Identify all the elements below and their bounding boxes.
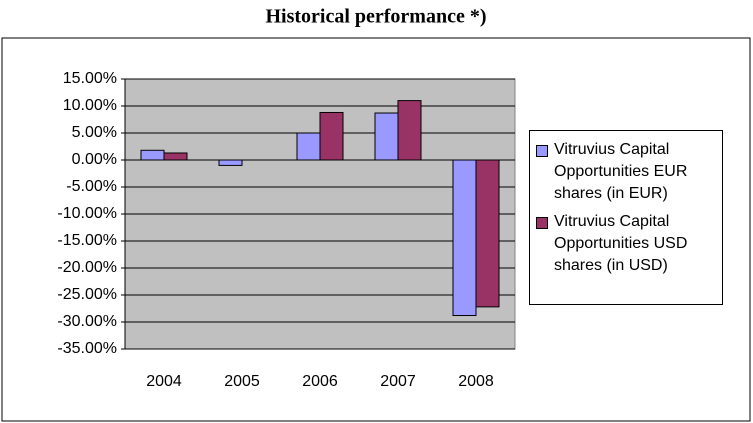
y-tick-label: 10.00%	[63, 97, 117, 114]
bar	[319, 111, 344, 161]
legend-entry: Vitruvius Capital Opportunities USD shar…	[536, 211, 718, 277]
x-tick-label: 2004	[146, 373, 182, 390]
bar	[163, 152, 188, 161]
legend-label: Vitruvius Capital Opportunities USD shar…	[554, 213, 688, 274]
bar	[296, 132, 321, 161]
legend-swatch	[536, 217, 548, 229]
x-tick-label: 2005	[224, 373, 260, 390]
legend-entry: Vitruvius Capital Opportunities EUR shar…	[536, 139, 718, 205]
legend-label: Vitruvius Capital Opportunities EUR shar…	[554, 141, 688, 202]
legend: Vitruvius Capital Opportunities EUR shar…	[529, 130, 723, 305]
y-tick-label: -10.00%	[57, 205, 117, 222]
y-tick-label: -15.00%	[57, 232, 117, 249]
y-tick-label: -30.00%	[57, 313, 117, 330]
bar	[452, 159, 477, 317]
y-tick-label: -25.00%	[57, 286, 117, 303]
bar	[374, 112, 399, 161]
x-tick-label: 2007	[380, 373, 416, 390]
bar	[218, 159, 243, 166]
bar	[140, 149, 165, 161]
y-tick-label: -20.00%	[57, 259, 117, 276]
y-tick-label: 15.00%	[63, 70, 117, 87]
x-tick-label: 2008	[458, 373, 494, 390]
chart-border	[1, 37, 751, 422]
chart-title: Historical performance *)	[265, 6, 486, 28]
bar	[397, 100, 422, 161]
y-tick-label: -35.00%	[57, 340, 117, 357]
y-tick-label: -5.00%	[66, 178, 117, 195]
legend-swatch	[536, 145, 548, 157]
y-tick-label: 0.00%	[72, 151, 117, 168]
bar	[475, 159, 500, 308]
x-tick-label: 2006	[302, 373, 338, 390]
y-tick-label: 5.00%	[72, 124, 117, 141]
